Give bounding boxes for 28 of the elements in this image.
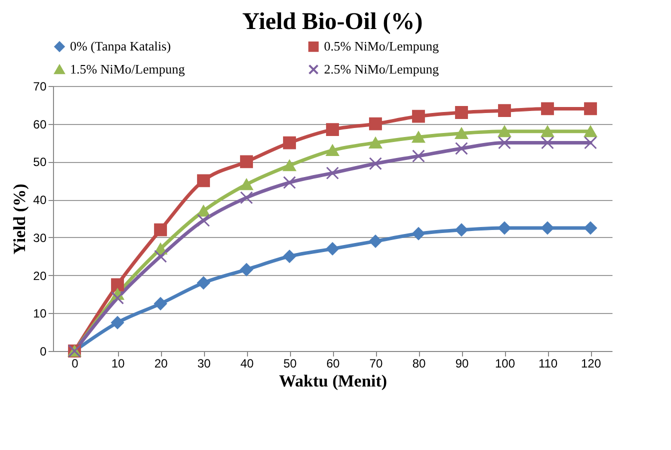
legend-label: 0.5% NiMo/Lempung — [324, 38, 440, 54]
x-tick-label: 0 — [72, 356, 79, 370]
x-tick-label: 10 — [111, 356, 125, 370]
x-tick-label: 60 — [326, 356, 340, 370]
legend-label: 0% (Tanpa Katalis) — [70, 38, 171, 54]
x-axis-title: Waktu (Menit) — [278, 372, 388, 390]
legend-label: 2.5% NiMo/Lempung — [324, 62, 440, 76]
x-tick-label: 90 — [455, 356, 469, 370]
y-tick-label: 40 — [33, 193, 47, 208]
y-tick-label: 0 — [40, 344, 47, 358]
x-tick-label: 120 — [580, 356, 602, 370]
x-tick-label: 20 — [154, 356, 168, 370]
x-tick-label: 80 — [412, 356, 426, 370]
y-tick-label: 30 — [33, 230, 47, 245]
x-tick-label: 50 — [283, 356, 297, 370]
legend-label: 1.5% NiMo/Lempung — [70, 62, 186, 76]
x-tick-label: 70 — [369, 356, 383, 370]
x-tick-label: 100 — [494, 356, 516, 370]
y-axis-title: Yield (%) — [10, 184, 30, 254]
y-tick-label: 50 — [33, 155, 47, 170]
y-tick-label: 10 — [33, 306, 47, 321]
y-tick-label: 70 — [33, 80, 47, 94]
y-tick-label: 60 — [33, 117, 47, 132]
x-tick-label: 40 — [240, 356, 254, 370]
y-tick-label: 20 — [33, 268, 47, 283]
chart-title: Yield Bio-Oil (%) — [242, 9, 423, 35]
x-tick-label: 30 — [197, 356, 211, 370]
x-tick-label: 110 — [538, 356, 558, 370]
